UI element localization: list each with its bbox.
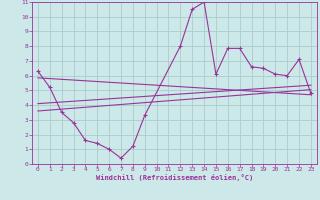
X-axis label: Windchill (Refroidissement éolien,°C): Windchill (Refroidissement éolien,°C) — [96, 174, 253, 181]
